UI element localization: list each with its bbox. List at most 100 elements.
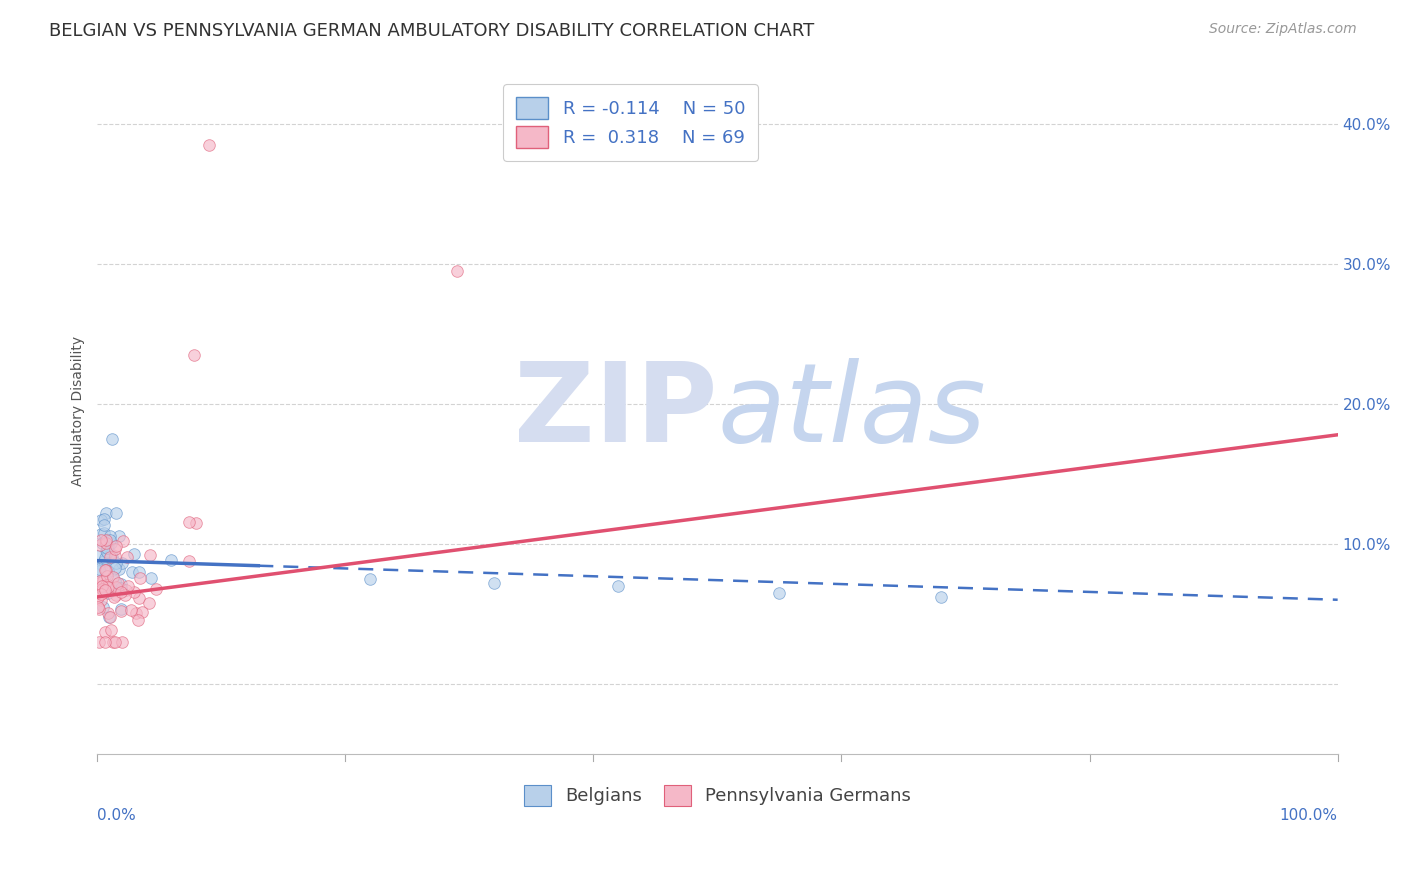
Point	[110, 577, 132, 591]
Text: 0.0%: 0.0%	[97, 808, 136, 823]
Point	[183, 348, 205, 362]
Point	[89, 562, 111, 576]
Point	[104, 549, 127, 563]
Point	[104, 506, 127, 520]
Point	[359, 572, 381, 586]
Legend: Belgians, Pennsylvania Germans: Belgians, Pennsylvania Germans	[516, 778, 918, 813]
Point	[87, 549, 110, 563]
Point	[110, 604, 132, 618]
Point	[96, 563, 118, 577]
Point	[120, 603, 142, 617]
Point	[125, 607, 148, 621]
Text: Source: ZipAtlas.com: Source: ZipAtlas.com	[1209, 22, 1357, 37]
Point	[110, 582, 132, 597]
Point	[89, 538, 111, 552]
Point	[98, 529, 121, 543]
Point	[97, 578, 120, 592]
Point	[177, 554, 200, 568]
Point	[104, 580, 127, 594]
Point	[482, 576, 505, 591]
Point	[91, 579, 114, 593]
Point	[107, 576, 129, 591]
Point	[96, 506, 118, 520]
Point	[93, 512, 115, 526]
Point	[90, 536, 112, 550]
Point	[90, 558, 112, 572]
Point	[607, 579, 630, 593]
Point	[96, 578, 118, 592]
Point	[128, 565, 150, 579]
Point	[117, 579, 139, 593]
Point	[177, 515, 200, 529]
Point	[128, 591, 150, 605]
Point	[93, 584, 115, 599]
Point	[110, 602, 132, 616]
Point	[145, 582, 167, 596]
Point	[90, 587, 112, 601]
Point	[96, 543, 118, 558]
Text: ZIP: ZIP	[515, 358, 717, 465]
Point	[103, 569, 125, 583]
Point	[139, 571, 162, 585]
Point	[96, 569, 118, 583]
Point	[93, 526, 115, 541]
Point	[104, 556, 127, 570]
Point	[96, 541, 118, 555]
Point	[124, 547, 146, 561]
Point	[96, 533, 118, 548]
Point	[100, 547, 122, 561]
Point	[138, 596, 160, 610]
Point	[94, 551, 117, 566]
Point	[90, 513, 112, 527]
Point	[94, 582, 117, 597]
Y-axis label: Ambulatory Disability: Ambulatory Disability	[72, 336, 86, 486]
Point	[127, 614, 149, 628]
Point	[111, 556, 134, 570]
Text: 100.0%: 100.0%	[1279, 808, 1337, 823]
Point	[121, 565, 143, 579]
Point	[87, 602, 110, 616]
Point	[93, 634, 115, 648]
Point	[91, 574, 114, 588]
Point	[138, 548, 160, 562]
Point	[108, 562, 131, 576]
Point	[104, 539, 127, 553]
Point	[87, 590, 110, 604]
Point	[446, 264, 468, 278]
Point	[87, 599, 110, 614]
Point	[104, 574, 127, 589]
Point	[101, 634, 124, 648]
Point	[929, 590, 952, 604]
Point	[91, 582, 114, 596]
Point	[105, 588, 128, 602]
Point	[131, 605, 153, 619]
Point	[159, 552, 181, 566]
Point	[186, 516, 208, 530]
Point	[97, 606, 120, 620]
Point	[94, 563, 117, 577]
Point	[115, 583, 138, 598]
Point	[100, 550, 122, 565]
Point	[91, 599, 114, 614]
Text: BELGIAN VS PENNSYLVANIA GERMAN AMBULATORY DISABILITY CORRELATION CHART: BELGIAN VS PENNSYLVANIA GERMAN AMBULATOR…	[49, 22, 814, 40]
Point	[100, 623, 122, 637]
Point	[94, 578, 117, 592]
Point	[122, 585, 145, 599]
Point	[117, 549, 139, 564]
Point	[93, 554, 115, 568]
Point	[90, 533, 112, 548]
Point	[97, 539, 120, 553]
Point	[90, 526, 112, 541]
Point	[129, 571, 152, 585]
Text: atlas: atlas	[717, 358, 986, 465]
Point	[101, 432, 124, 446]
Point	[94, 625, 117, 640]
Point	[104, 634, 127, 648]
Point	[107, 529, 129, 543]
Point	[98, 533, 121, 547]
Point	[90, 574, 112, 589]
Point	[104, 560, 127, 574]
Point	[89, 574, 111, 588]
Point	[101, 550, 124, 565]
Point	[97, 580, 120, 594]
